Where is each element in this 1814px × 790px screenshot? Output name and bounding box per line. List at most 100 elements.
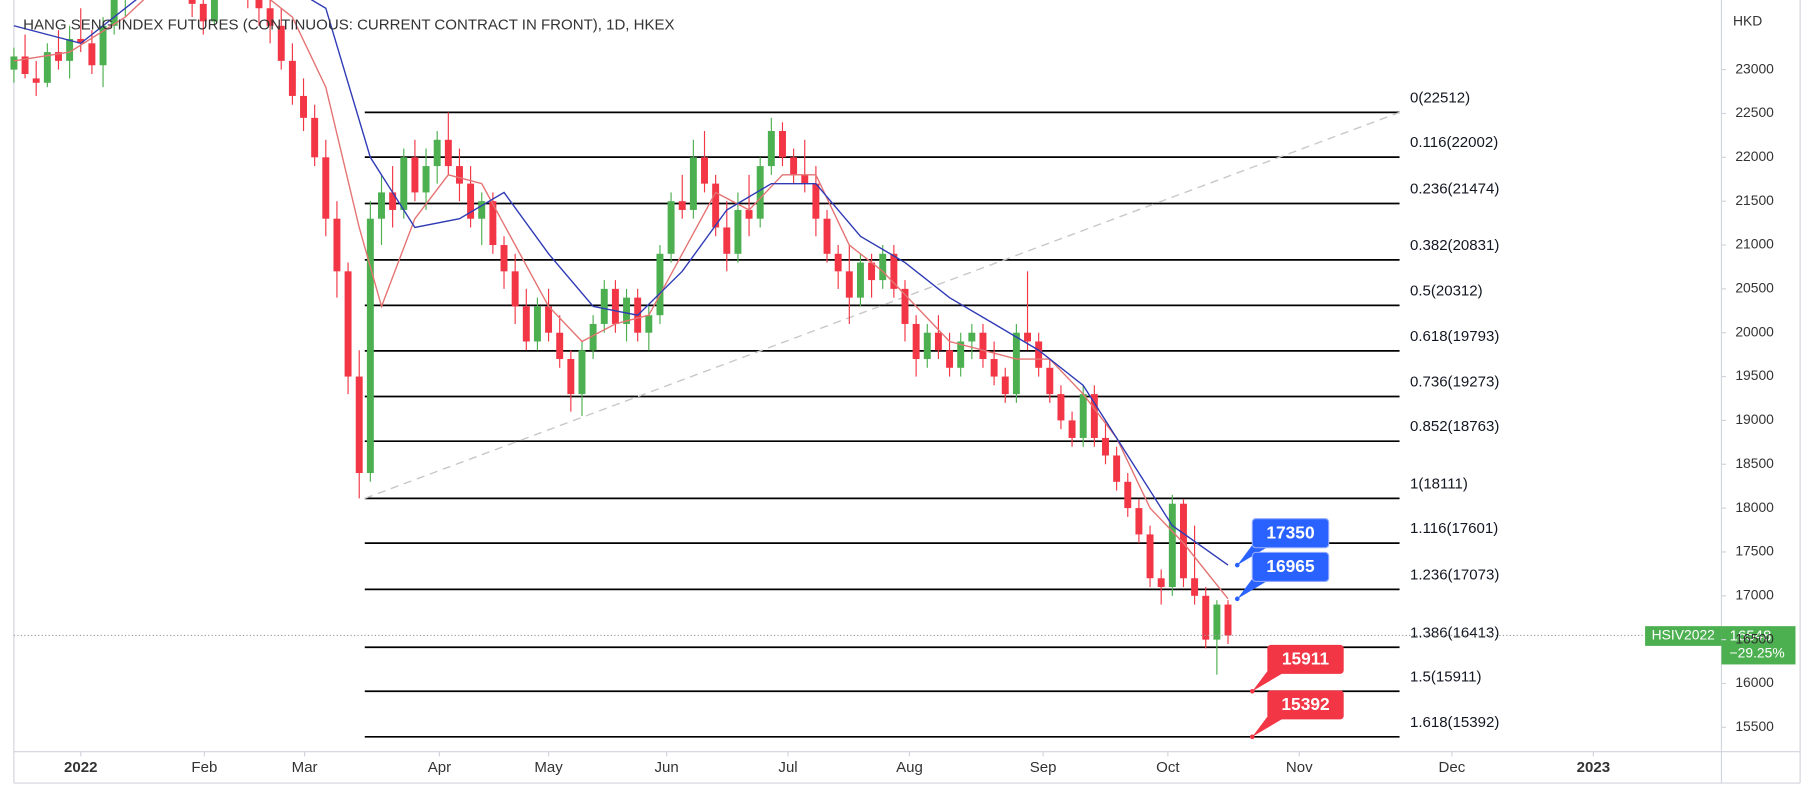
candle-body xyxy=(656,253,664,316)
candle-body xyxy=(32,78,40,83)
x-tick-label: Mar xyxy=(292,759,318,776)
fib-level-label: 0.236(21474) xyxy=(1410,181,1499,198)
candle-body xyxy=(667,201,675,254)
callout-box xyxy=(1251,518,1330,549)
candle-body xyxy=(756,166,764,219)
y-tick-label: 23000 xyxy=(1735,60,1774,76)
x-tick-label: Jul xyxy=(778,759,797,776)
fib-level-label: 0.852(18763) xyxy=(1410,418,1499,435)
callout-anchor xyxy=(1249,688,1255,694)
candle-body xyxy=(767,131,775,167)
candle-body xyxy=(801,174,809,184)
candle-body xyxy=(567,359,575,395)
symbol-tag-text: HSIV2022 xyxy=(1652,627,1716,643)
symbol-tag xyxy=(1645,626,1722,646)
candle-body xyxy=(979,332,987,360)
candle-body xyxy=(467,183,475,219)
candle-body xyxy=(455,166,463,184)
candle-body xyxy=(912,323,920,360)
candle-body xyxy=(623,297,631,324)
fib-level-label: 0.382(20831) xyxy=(1410,237,1499,254)
candle-body xyxy=(689,157,697,210)
candle-body xyxy=(901,288,909,324)
candle-body xyxy=(266,8,274,26)
candle-body xyxy=(578,350,586,395)
y-tick-label: 22000 xyxy=(1735,148,1774,164)
candle-body xyxy=(400,157,408,210)
candle-body xyxy=(556,332,564,360)
candle-body xyxy=(1146,534,1154,579)
candle-body xyxy=(188,0,196,4)
callout-box xyxy=(1267,644,1344,674)
y-tick-label: 20500 xyxy=(1735,280,1774,296)
candle-body xyxy=(1024,332,1031,342)
fib-level-label: 1.236(17073) xyxy=(1410,566,1499,583)
x-tick-label: Oct xyxy=(1156,759,1180,776)
candle-body xyxy=(1191,578,1199,596)
candle-body xyxy=(21,56,29,75)
x-tick-label: Jun xyxy=(655,759,679,776)
fib-level-label: 0.736(19273) xyxy=(1410,374,1499,391)
candle-body xyxy=(1068,420,1076,438)
overlays: HSIV2022 16548−29.25% 17350 16965 15911 15392 xyxy=(1234,518,1796,740)
candle-body xyxy=(779,131,786,158)
x-tick-label: May xyxy=(534,759,563,776)
candle-body xyxy=(88,43,96,66)
candle-body xyxy=(10,56,18,70)
fib-trendline xyxy=(364,111,1400,500)
price-tag-change: −29.25% xyxy=(1730,645,1785,661)
candle-body xyxy=(489,201,497,246)
candle-body xyxy=(734,209,742,254)
fib-level-label: 0.5(20312) xyxy=(1410,282,1483,299)
candle-body xyxy=(611,288,619,324)
fib-level-label: 0(22512) xyxy=(1410,89,1470,106)
candle-body xyxy=(856,262,864,298)
callout-anchor xyxy=(1234,596,1240,602)
candle-body xyxy=(366,218,374,474)
candle-body xyxy=(723,227,731,254)
y-tick-label: 16500 xyxy=(1735,630,1774,646)
y-tick-label: 16000 xyxy=(1735,674,1774,690)
candle-body xyxy=(957,341,965,368)
candle-body xyxy=(745,209,753,219)
x-tick-label: Feb xyxy=(191,759,217,776)
candle-body xyxy=(968,332,976,342)
candle-body xyxy=(1012,332,1020,395)
x-tick-label: Apr xyxy=(428,759,451,776)
candle-body xyxy=(834,253,842,272)
candle-body xyxy=(378,192,385,219)
candle-body xyxy=(1213,604,1221,640)
candle-body xyxy=(678,201,686,210)
candle-body xyxy=(712,183,720,228)
candle-body xyxy=(277,25,285,61)
y-axis-label: HKD xyxy=(1733,13,1762,29)
y-tick-label: 17000 xyxy=(1735,586,1774,602)
candle-body xyxy=(322,157,330,219)
candle-body xyxy=(812,183,820,219)
candle-body xyxy=(199,3,207,22)
candle-body xyxy=(444,139,452,167)
candle-body xyxy=(478,201,486,219)
callout-anchor xyxy=(1234,562,1240,568)
candle-body xyxy=(355,376,363,474)
candle-body xyxy=(1157,578,1165,588)
callout-label: 17350 xyxy=(1266,522,1314,542)
candle-body xyxy=(1113,455,1121,482)
candle-body xyxy=(868,262,876,281)
candle-body xyxy=(422,166,430,193)
y-tick-label: 18500 xyxy=(1735,455,1774,471)
candle-body xyxy=(790,157,798,175)
x-tick-label: Nov xyxy=(1286,759,1313,776)
candle-body xyxy=(433,139,441,167)
candle-body xyxy=(1057,394,1065,421)
candle-body xyxy=(311,117,319,158)
candle-body xyxy=(879,253,887,281)
fib-level-label: 1.5(15911) xyxy=(1410,668,1482,685)
candle-body xyxy=(1224,604,1232,636)
candle-body xyxy=(990,359,998,377)
x-tick-label: Sep xyxy=(1030,759,1057,776)
fib-level-label: 1.386(16413) xyxy=(1410,624,1499,641)
